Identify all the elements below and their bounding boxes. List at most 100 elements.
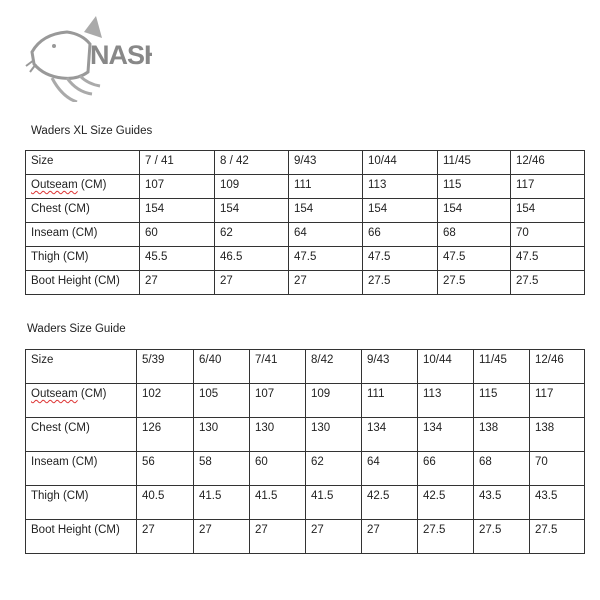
cell-text: 27 — [367, 524, 380, 536]
cell-text: 8 / 42 — [220, 155, 249, 167]
value-cell: 154 — [437, 198, 511, 223]
cell-text: 60 — [255, 456, 268, 468]
cell-text: Inseam (CM) — [31, 456, 98, 468]
cell-text: 8/42 — [311, 354, 334, 366]
cell-text: Size — [31, 354, 54, 366]
cell-text: 130 — [311, 422, 331, 434]
cell-text: 126 — [142, 422, 162, 434]
cell-text: 117 — [516, 179, 535, 191]
size-header-cell: 7 / 41 — [139, 150, 215, 175]
cell-text: 43.5 — [479, 490, 502, 502]
value-cell: 115 — [473, 383, 530, 418]
cell-text: 62 — [311, 456, 324, 468]
cell-text: Chest (CM) — [31, 422, 90, 434]
cell-text: 60 — [145, 227, 158, 239]
cell-text: 27 — [294, 275, 307, 287]
cell-text: 11/45 — [443, 155, 471, 167]
value-cell: 43.5 — [529, 485, 585, 520]
value-cell: 41.5 — [193, 485, 250, 520]
value-cell: 58 — [193, 451, 250, 486]
cell-text: 10/44 — [368, 155, 397, 167]
cell-text: Boot Height (CM) — [31, 275, 120, 287]
size-header-cell: 12/46 — [510, 150, 585, 175]
value-cell: 111 — [361, 383, 418, 418]
cell-text: 27 — [145, 275, 158, 287]
cell-text: 64 — [367, 456, 380, 468]
cell-text: 27 — [199, 524, 212, 536]
value-cell: 109 — [305, 383, 362, 418]
table-row: Chest (CM) 126 130 130 130 134 134 138 138 — [25, 417, 585, 452]
size-header-cell: 9/43 — [288, 150, 363, 175]
cell-text: 27.5 — [479, 524, 502, 536]
value-cell: 130 — [249, 417, 306, 452]
size-header-cell: 7/41 — [249, 349, 306, 384]
cell-text: 27.5 — [423, 524, 446, 536]
cell-text: 46.5 — [220, 251, 243, 263]
cell-text: 41.5 — [255, 490, 278, 502]
cell-text: 62 — [220, 227, 233, 239]
value-cell: 68 — [473, 451, 530, 486]
cell-text: Outseam (CM) — [31, 179, 107, 191]
cell-text: 12/46 — [535, 354, 564, 366]
value-cell: 111 — [288, 174, 363, 199]
value-cell: 64 — [288, 222, 363, 247]
cell-text: 115 — [443, 179, 462, 191]
value-cell: 46.5 — [214, 246, 289, 271]
cell-text: 70 — [516, 227, 529, 239]
cell-text: 43.5 — [535, 490, 558, 502]
cell-text: 109 — [220, 179, 240, 191]
value-cell: 154 — [214, 198, 289, 223]
cell-text: 56 — [142, 456, 155, 468]
value-cell: 107 — [249, 383, 306, 418]
cell-text: 27 — [220, 275, 233, 287]
cell-text: 27.5 — [443, 275, 466, 287]
cell-text: Boot Height (CM) — [31, 524, 120, 536]
value-cell: 27 — [214, 270, 289, 295]
value-cell: 41.5 — [249, 485, 306, 520]
size-header-cell: 10/44 — [417, 349, 474, 384]
cell-text: 27.5 — [516, 275, 539, 287]
xl-size-table: Size 7 / 41 8 / 42 9/43 10/44 11/45 12/46 Outse… — [25, 150, 585, 295]
size-header-cell: 5/39 — [136, 349, 194, 384]
cell-text: 134 — [367, 422, 387, 434]
cell-text: 68 — [443, 227, 456, 239]
cell-text: 40.5 — [142, 490, 165, 502]
cell-text: 47.5 — [443, 251, 466, 263]
header-row: Size 5/39 6/40 7/41 8/42 9/43 10/44 11/45 12/46 — [25, 349, 585, 384]
value-cell: 56 — [136, 451, 194, 486]
value-cell: 60 — [139, 222, 215, 247]
table-row: Boot Height (CM) 27 27 27 27.5 27.5 27.5 — [25, 270, 585, 295]
value-cell: 154 — [288, 198, 363, 223]
value-cell: 42.5 — [361, 485, 418, 520]
carp-fish-icon: NASH — [25, 16, 164, 104]
value-cell: 41.5 — [305, 485, 362, 520]
cell-text: 105 — [199, 388, 219, 400]
value-cell: 47.5 — [437, 246, 511, 271]
table-row: Boot Height (CM) 27 27 27 27 27 27.5 27.5 27.5 — [25, 519, 585, 554]
cell-text: 41.5 — [199, 490, 222, 502]
cell-text: 10/44 — [423, 354, 452, 366]
cell-text: 66 — [368, 227, 381, 239]
cell-text: Thigh (CM) — [31, 251, 89, 263]
value-cell: 47.5 — [362, 246, 438, 271]
value-cell: 113 — [417, 383, 474, 418]
size-header-cell: 8 / 42 — [214, 150, 289, 175]
table-row: Outseam (CM) 107 109 111 113 115 117 — [25, 174, 585, 199]
logo-text: NASH — [90, 40, 152, 70]
size-header-cell: 8/42 — [305, 349, 362, 384]
value-cell: 27 — [193, 519, 250, 554]
cell-text: 113 — [368, 179, 387, 191]
value-cell: 62 — [214, 222, 289, 247]
cell-text: 154 — [516, 203, 536, 215]
cell-text: 134 — [423, 422, 443, 434]
value-cell: 27.5 — [473, 519, 530, 554]
value-cell: 66 — [362, 222, 438, 247]
cell-text: 138 — [535, 422, 555, 434]
cell-text: 66 — [423, 456, 436, 468]
row-label-cell: Thigh (CM) — [25, 485, 137, 520]
value-cell: 27 — [288, 270, 363, 295]
header-row: Size 7 / 41 8 / 42 9/43 10/44 11/45 12/46 — [25, 150, 585, 175]
row-label-cell: Inseam (CM) — [25, 451, 137, 486]
cell-text: 42.5 — [367, 490, 390, 502]
value-cell: 138 — [529, 417, 585, 452]
